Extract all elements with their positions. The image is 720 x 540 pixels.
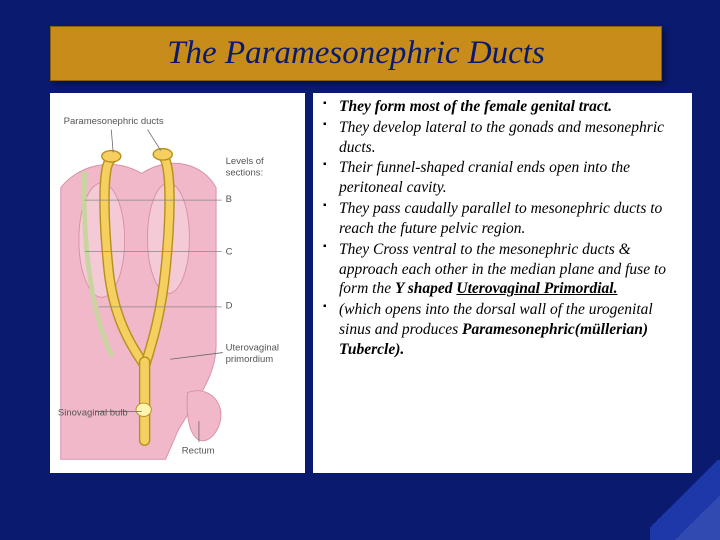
label-rectum: Rectum [182, 446, 215, 457]
bullet-1: They form most of the female genital tra… [317, 97, 682, 117]
content-row: Paramesonephric ducts Levels of sections… [50, 93, 692, 473]
tissue-lobe [187, 391, 221, 441]
funnel-right [153, 149, 172, 160]
label-B: B [226, 194, 232, 205]
ptr-top-r [147, 130, 160, 151]
label-utero-1: Uterovaginal [226, 343, 279, 354]
bullet-4: They pass caudally parallel to mesonephr… [317, 199, 682, 239]
sinovaginal-bulb [136, 403, 151, 416]
bullet-5: They Cross ventral to the mesonephric du… [317, 240, 682, 299]
funnel-left [102, 151, 121, 162]
anatomy-figure: Paramesonephric ducts Levels of sections… [50, 93, 305, 473]
label-D: D [226, 301, 233, 312]
b3-text: Their funnel-shaped cranial ends open in… [339, 159, 630, 196]
slide-container: The Paramesonephric Ducts Paramesonephri… [0, 0, 720, 540]
label-levels-1: Levels of [226, 156, 264, 167]
b5-boldul: Uterovaginal Primordial. [456, 280, 617, 297]
b2-text: They develop lateral to the gonads and m… [339, 119, 664, 156]
text-column: They form most of the female genital tra… [313, 93, 692, 473]
bullet-2: They develop lateral to the gonads and m… [317, 118, 682, 158]
b1-bold: They form most of the female genital tra… [339, 98, 612, 115]
title-box: The Paramesonephric Ducts [50, 26, 662, 81]
b5-bold: Y shaped [395, 280, 456, 297]
label-sino: Sinovaginal bulb [58, 407, 128, 418]
slide-title: The Paramesonephric Ducts [69, 35, 643, 72]
bullet-3: Their funnel-shaped cranial ends open in… [317, 158, 682, 198]
label-C: C [226, 246, 233, 257]
bullet-list: They form most of the female genital tra… [317, 97, 682, 360]
label-levels-2: sections: [226, 167, 264, 178]
ptr-top-l [111, 130, 113, 153]
label-paramesonephric: Paramesonephric ducts [64, 116, 164, 127]
figure-svg: Paramesonephric ducts Levels of sections… [56, 99, 299, 467]
bullet-6: (which opens into the dorsal wall of the… [317, 300, 682, 359]
label-utero-2: primordium [226, 354, 274, 365]
b4-text: They pass caudally parallel to mesonephr… [339, 200, 662, 237]
